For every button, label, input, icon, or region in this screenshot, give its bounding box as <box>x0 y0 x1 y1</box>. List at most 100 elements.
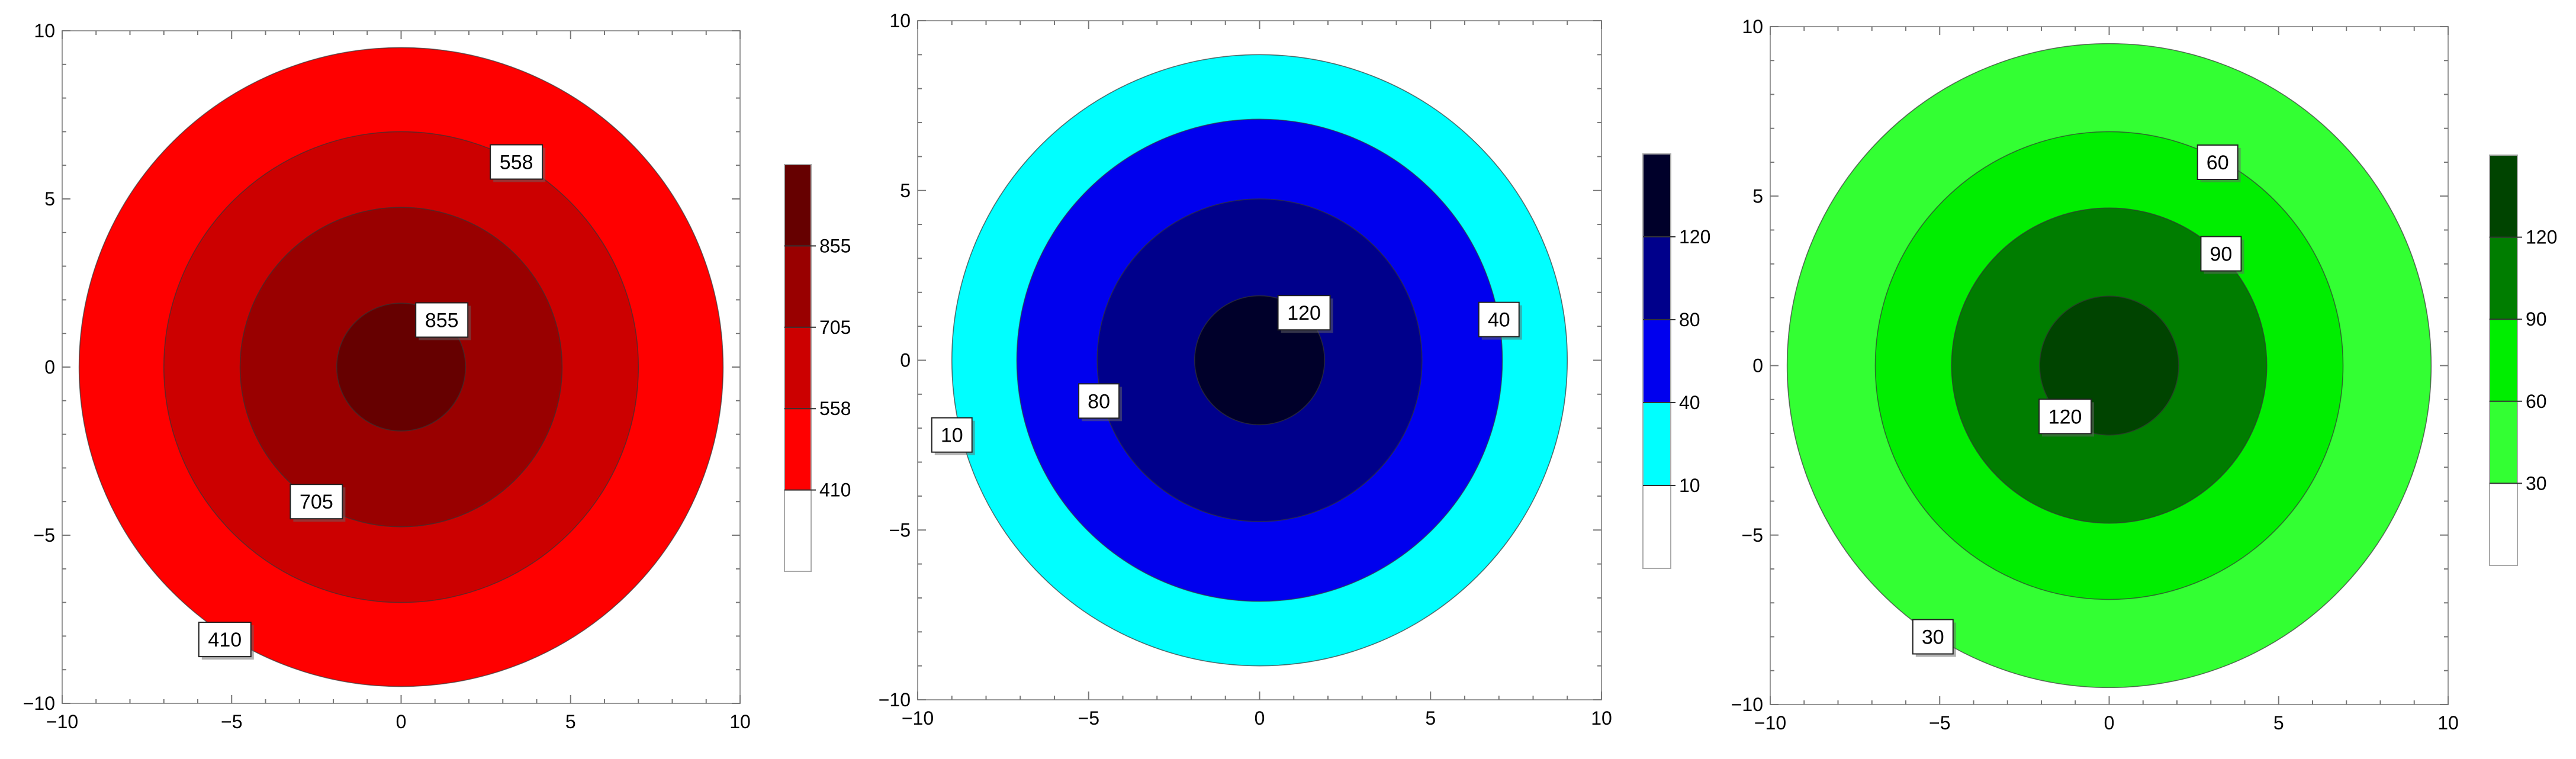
y-tick-label: −10 <box>879 689 911 710</box>
contour-label-text: 10 <box>941 424 963 447</box>
legend-label: 40 <box>1679 392 1700 413</box>
contour-label-box <box>198 622 252 658</box>
contour-label-box <box>2200 236 2242 272</box>
legend-colorbar: 30 60 90 120 <box>2489 155 2557 566</box>
contour-label-30: 30 <box>1912 619 1956 657</box>
contour-rings <box>951 54 1568 667</box>
y-tick-label: 5 <box>44 188 55 210</box>
contour-label-60: 60 <box>2196 144 2241 182</box>
y-tick-label: 0 <box>900 350 911 371</box>
legend-frame <box>784 164 812 572</box>
axis-ticks <box>917 20 1602 700</box>
legend-label: 855 <box>819 235 851 256</box>
legend-swatch <box>784 409 811 490</box>
legend-swatch <box>2490 401 2517 484</box>
x-tick-label: 5 <box>2273 712 2284 734</box>
x-tick-label: 10 <box>729 711 751 732</box>
y-tick-label: 10 <box>889 10 911 31</box>
legend-label: 10 <box>1679 475 1700 496</box>
x-tick-label: −10 <box>1754 712 1786 734</box>
contour-label-705: 705 <box>290 484 346 522</box>
contour-plot-3: −10 −5 0 5 10 −10 −5 0 5 10 60 90 120 30 30 60 90 120 <box>1731 16 2558 734</box>
contour-label-558: 558 <box>490 144 546 182</box>
legend-label: 558 <box>819 398 851 419</box>
contour-label-box <box>415 302 469 338</box>
contour-label-text: 855 <box>425 309 459 332</box>
x-tick-label: −5 <box>1929 712 1950 734</box>
legend-swatch <box>2490 155 2517 237</box>
legend-swatch <box>2490 483 2517 565</box>
y-tick-label: 10 <box>1742 16 1763 37</box>
x-tick-label: 5 <box>1425 707 1436 729</box>
contour-label-10: 10 <box>931 417 975 455</box>
legend-swatch <box>1643 403 1671 485</box>
contour-label-box <box>1912 619 1954 655</box>
contour-rings <box>78 47 724 687</box>
y-tick-label: −5 <box>889 519 911 541</box>
contour-plot-1: −10 −5 0 5 10 −10 −5 0 5 10 558 855 705 410 410 558 705 8… <box>23 20 851 732</box>
legend-swatch <box>784 246 811 327</box>
contour-label-90: 90 <box>2200 236 2244 274</box>
contour-label-box <box>2038 398 2092 435</box>
y-tick-label: 10 <box>34 20 55 41</box>
contour-label-box <box>931 417 973 453</box>
contour-label-text: 120 <box>2048 406 2082 428</box>
legend-label: 90 <box>2526 308 2547 330</box>
x-tick-label: 0 <box>2104 712 2115 734</box>
y-tick-label: 5 <box>1752 185 1763 207</box>
legend-swatch <box>784 327 811 409</box>
contour-label-box <box>1478 301 1520 337</box>
y-tick-label: −10 <box>1731 694 1763 715</box>
y-tick-label: 0 <box>44 356 55 378</box>
legend-swatch <box>784 490 811 571</box>
legend-swatch <box>1643 237 1671 320</box>
contour-label-80: 80 <box>1078 383 1123 422</box>
legend-colorbar: 10 40 80 120 <box>1642 153 1710 569</box>
contour-label-box <box>1277 295 1331 331</box>
contour-label-text: 40 <box>1488 309 1510 332</box>
x-tick-label: 0 <box>1255 707 1265 729</box>
contour-label-855: 855 <box>415 302 471 340</box>
y-tick-label: −5 <box>34 525 55 546</box>
legend-frame <box>2489 155 2518 566</box>
contour-label-text: 80 <box>1088 390 1110 413</box>
legend-label: 705 <box>819 317 851 338</box>
legend-label: 120 <box>1679 226 1710 247</box>
contour-label-text: 410 <box>208 629 242 651</box>
contour-rings <box>1786 43 2432 689</box>
x-tick-label: −10 <box>46 711 78 732</box>
contour-label-box <box>1078 383 1120 419</box>
contour-label-120: 120 <box>2038 398 2095 437</box>
contour-label-box <box>290 484 343 520</box>
legend-label: 80 <box>1679 309 1700 330</box>
contour-label-text: 30 <box>1922 626 1944 649</box>
y-tick-label: −5 <box>1742 525 1763 546</box>
contour-label-text: 90 <box>2210 243 2233 266</box>
legend-swatch <box>2490 237 2517 320</box>
legend-swatch <box>1643 154 1671 237</box>
y-tick-label: −10 <box>23 693 55 714</box>
legend-frame <box>1642 153 1671 569</box>
y-tick-label: 0 <box>1752 355 1763 377</box>
legend-swatch <box>2490 319 2517 401</box>
legend-swatch <box>784 165 811 246</box>
x-tick-label: 5 <box>565 711 576 732</box>
legend-label: 30 <box>2526 472 2547 494</box>
legend-label: 60 <box>2526 391 2547 412</box>
legend-label: 410 <box>819 480 851 501</box>
x-tick-label: 10 <box>1591 707 1612 729</box>
legend-swatch <box>1643 320 1671 403</box>
contour-label-120: 120 <box>1277 295 1333 333</box>
contour-label-410: 410 <box>198 622 254 660</box>
axis-ticks <box>62 30 741 704</box>
legend-label: 120 <box>2526 227 2557 248</box>
x-tick-label: −5 <box>1078 707 1099 729</box>
contour-label-text: 558 <box>500 152 533 174</box>
x-tick-label: −5 <box>221 711 242 732</box>
contour-label-text: 120 <box>1287 302 1321 324</box>
axis-ticks <box>1770 26 2449 705</box>
contour-label-box <box>2196 144 2239 180</box>
legend-colorbar: 410 558 705 855 <box>784 164 851 572</box>
x-tick-label: −10 <box>902 707 934 729</box>
